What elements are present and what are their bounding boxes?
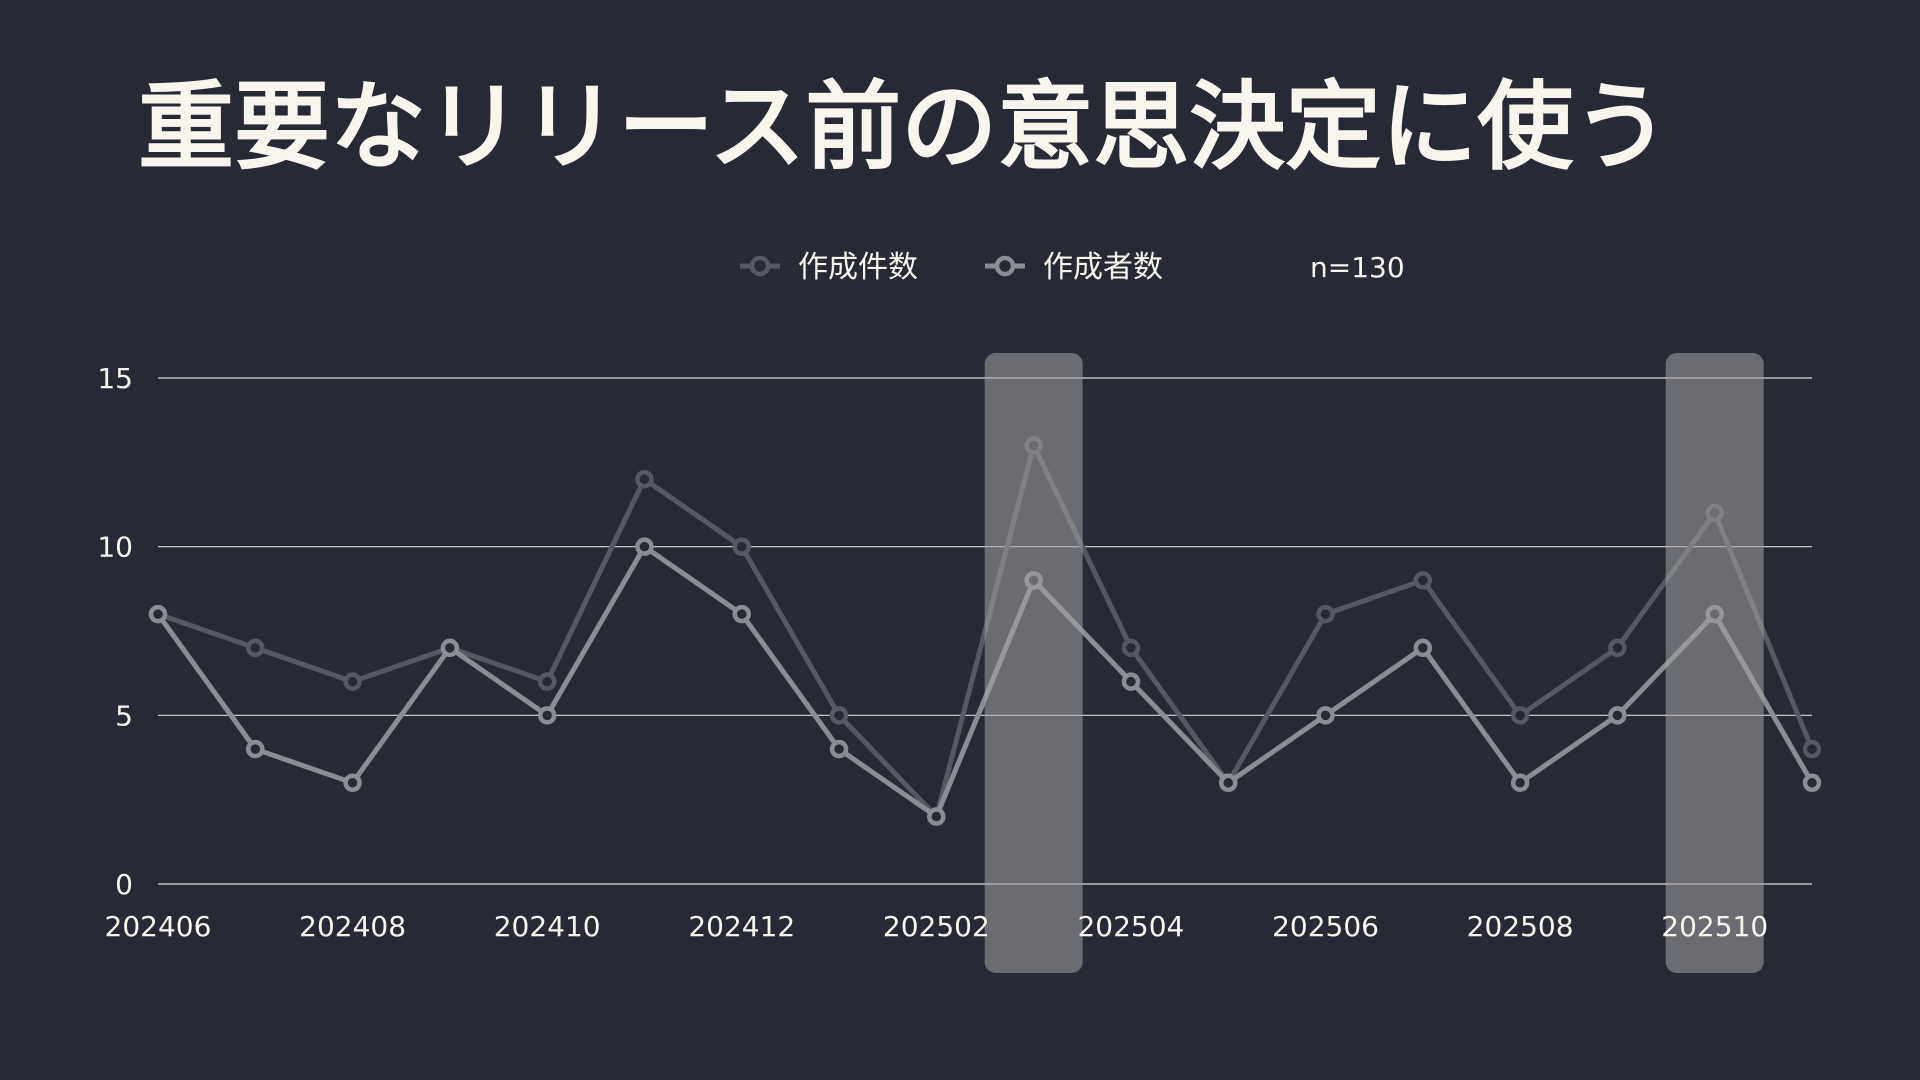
data-point — [829, 739, 849, 759]
data-point — [635, 537, 654, 556]
data-point — [732, 604, 752, 624]
data-point — [148, 604, 168, 624]
sample-size-annotation: n=130 — [1310, 251, 1405, 284]
x-tick-label: 202412 — [688, 910, 795, 943]
x-axis-ticks: 202406 202408 202410 202412 202502 202504 2025… — [105, 910, 1769, 943]
data-point — [537, 706, 557, 725]
legend-label: 作成件数 — [798, 250, 918, 285]
data-point — [1608, 706, 1627, 725]
y-tick-label: 5 — [115, 699, 133, 732]
data-point — [1608, 638, 1627, 658]
y-tick-label: 0 — [115, 868, 133, 901]
data-point — [829, 706, 849, 725]
highlight-bands — [984, 353, 1764, 973]
data-point — [1510, 706, 1530, 725]
y-tick-label: 10 — [97, 531, 133, 564]
data-point — [537, 672, 557, 691]
x-tick-label: 202510 — [1661, 910, 1768, 943]
x-tick-label: 202408 — [299, 910, 406, 943]
x-tick-label: 202504 — [1077, 910, 1184, 943]
data-point — [927, 807, 946, 826]
data-point — [635, 469, 654, 489]
data-point — [1802, 739, 1822, 759]
data-point — [1316, 604, 1335, 624]
data-point — [1802, 773, 1822, 793]
data-point — [1316, 706, 1335, 725]
y-tick-label: 15 — [97, 362, 133, 395]
data-point — [1121, 638, 1141, 658]
legend: 作成件数 作成者数 n=130 — [740, 250, 1405, 285]
x-tick-label: 202410 — [494, 910, 601, 943]
data-point — [1218, 773, 1238, 793]
data-point — [1121, 672, 1141, 691]
data-point — [246, 739, 265, 759]
x-tick-label: 202508 — [1467, 910, 1574, 943]
highlight-band — [1665, 353, 1764, 973]
data-point — [732, 537, 752, 556]
x-tick-label: 202406 — [105, 910, 212, 943]
data-point — [440, 638, 460, 658]
data-point — [246, 638, 265, 658]
x-tick-label: 202502 — [883, 910, 990, 943]
legend-marker-icon — [749, 255, 771, 277]
slide-title: 重要なリリース前の意思決定に使う — [138, 71, 1670, 183]
data-point — [1413, 638, 1433, 658]
data-point — [343, 773, 362, 793]
y-axis-ticks: 0 5 10 15 — [97, 362, 133, 901]
x-tick-label: 202506 — [1272, 910, 1379, 943]
legend-marker-icon — [994, 255, 1016, 277]
legend-label: 作成者数 — [1043, 250, 1163, 285]
data-point — [1510, 773, 1530, 793]
data-point — [343, 672, 362, 691]
data-point — [1413, 571, 1433, 590]
highlight-band — [984, 353, 1083, 973]
